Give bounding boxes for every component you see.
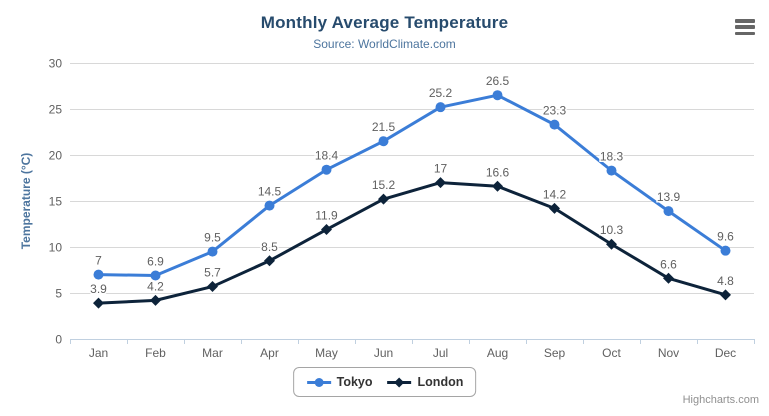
data-label: 4.2: [147, 279, 164, 293]
marker-tokyo[interactable]: [207, 246, 218, 257]
data-label: 9.5: [204, 231, 221, 245]
data-label: 15.2: [372, 178, 396, 192]
x-tick-label: Oct: [602, 346, 621, 360]
x-tick-label: Jul: [433, 346, 448, 360]
y-tick-label: 25: [49, 103, 63, 117]
marker-london[interactable]: [321, 224, 332, 236]
series-line-london: [97, 181, 727, 305]
marker-tokyo[interactable]: [321, 164, 332, 175]
legend-label: Tokyo: [336, 375, 373, 389]
data-label: 11.9: [315, 209, 338, 223]
x-tick-label: Jun: [374, 346, 393, 360]
x-tick-label: May: [315, 346, 338, 360]
y-tick-label: 15: [49, 195, 63, 209]
marker-london[interactable]: [264, 255, 275, 267]
x-tick-label: Nov: [658, 346, 679, 360]
legend-item-london[interactable]: London: [387, 375, 464, 389]
marker-tokyo[interactable]: [492, 90, 503, 101]
marker-tokyo[interactable]: [549, 119, 560, 130]
marker-london[interactable]: [435, 177, 446, 189]
marker-london[interactable]: [663, 272, 674, 284]
marker-tokyo[interactable]: [93, 269, 104, 280]
marker-london[interactable]: [720, 289, 731, 301]
legend-label: London: [417, 375, 464, 389]
credits-link[interactable]: Highcharts.com: [682, 394, 759, 406]
data-label: 9.6: [717, 230, 734, 244]
data-label: 10.3: [600, 223, 624, 237]
data-label: 17: [434, 162, 448, 176]
y-tick-label: 20: [49, 149, 63, 163]
series-line-tokyo: [97, 93, 727, 278]
data-label: 3.9: [90, 282, 107, 296]
y-tick-label: 5: [55, 287, 62, 301]
legend: Tokyo London: [292, 367, 477, 397]
marker-tokyo[interactable]: [606, 165, 617, 176]
chart-title: Monthly Average Temperature: [260, 13, 509, 32]
london-series-marker-icon: [387, 377, 412, 387]
chart-subtitle: Source: WorldClimate.com: [313, 37, 456, 51]
marker-london[interactable]: [549, 202, 560, 214]
marker-tokyo[interactable]: [663, 206, 674, 217]
x-tick-label: Dec: [715, 346, 736, 360]
data-label: 18.4: [315, 149, 339, 163]
data-label: 4.8: [717, 274, 734, 288]
marker-london[interactable]: [150, 294, 161, 306]
hamburger-icon: [735, 31, 755, 35]
marker-london[interactable]: [93, 297, 104, 309]
data-label: 7: [95, 254, 102, 268]
marker-tokyo[interactable]: [264, 200, 275, 211]
legend-item-tokyo[interactable]: Tokyo: [306, 375, 373, 389]
marker-london[interactable]: [378, 193, 389, 205]
marker-tokyo[interactable]: [435, 102, 446, 113]
x-tick-label: Jan: [89, 346, 108, 360]
y-axis-title: Temperature (°C): [19, 152, 33, 250]
x-tick-label: Apr: [260, 346, 279, 360]
export-menu-button[interactable]: [733, 17, 757, 37]
marker-london[interactable]: [207, 281, 218, 293]
y-tick-label: 10: [49, 241, 63, 255]
data-label: 25.2: [429, 86, 453, 100]
marker-tokyo[interactable]: [378, 136, 389, 147]
data-label: 21.5: [372, 120, 396, 134]
data-label: 6.6: [660, 257, 677, 271]
data-label: 26.5: [486, 74, 510, 88]
hamburger-icon: [735, 25, 755, 29]
x-tick-label: Mar: [202, 346, 223, 360]
data-label: 13.9: [657, 190, 681, 204]
y-tick-label: 0: [55, 333, 62, 347]
x-tick-label: Sep: [544, 346, 566, 360]
data-label: 8.5: [261, 240, 278, 254]
hamburger-icon: [735, 19, 755, 23]
x-tick-label: Feb: [145, 346, 166, 360]
data-label: 18.3: [600, 150, 624, 164]
data-label: 5.7: [204, 266, 221, 280]
marker-tokyo[interactable]: [150, 270, 161, 281]
data-label: 23.3: [543, 104, 567, 118]
data-label: 16.6: [486, 165, 510, 179]
data-label: 14.5: [258, 185, 282, 199]
marker-london[interactable]: [492, 180, 503, 192]
data-label: 14.2: [543, 187, 567, 201]
y-tick-label: 30: [49, 57, 63, 71]
x-tick-label: Aug: [487, 346, 508, 360]
tokyo-series-marker-icon: [306, 377, 331, 387]
data-label: 6.9: [147, 255, 164, 269]
marker-london[interactable]: [606, 238, 617, 250]
marker-tokyo[interactable]: [720, 245, 731, 256]
